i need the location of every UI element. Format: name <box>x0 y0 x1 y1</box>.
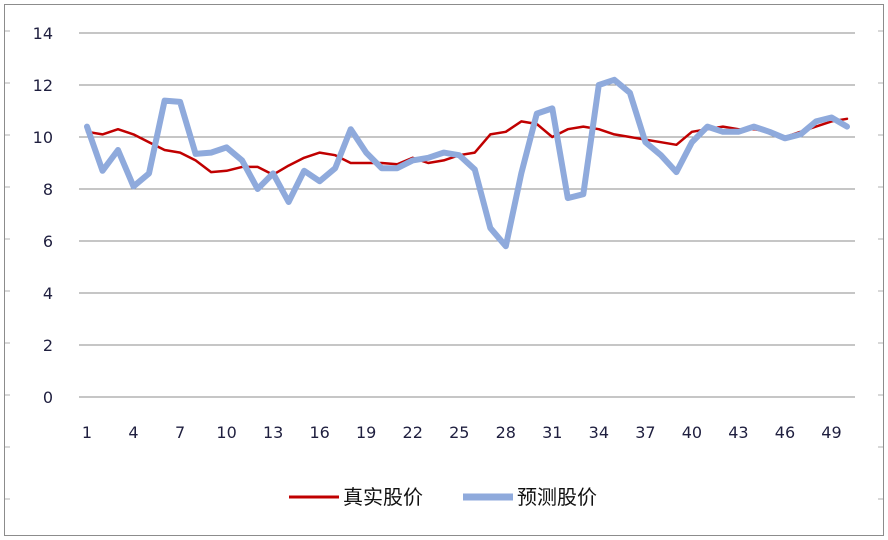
x-tick-label: 16 <box>309 423 329 442</box>
x-tick-label: 46 <box>775 423 795 442</box>
legend: 真实股价 预测股价 <box>289 485 597 509</box>
y-tick-label: 8 <box>43 180 53 199</box>
x-tick-label: 19 <box>356 423 376 442</box>
y-tick-label: 14 <box>33 24 53 43</box>
x-tick-label: 25 <box>449 423 469 442</box>
x-tick-label: 22 <box>403 423 423 442</box>
x-tick-label: 28 <box>496 423 516 442</box>
y-tick-label: 2 <box>43 336 53 355</box>
x-tick-label: 34 <box>589 423 609 442</box>
x-tick-label: 4 <box>128 423 138 442</box>
x-tick-label: 37 <box>635 423 655 442</box>
outer-border-ticks <box>5 30 883 500</box>
series-line-actual <box>85 117 849 176</box>
legend-label: 预测股价 <box>517 485 597 509</box>
y-tick-label: 10 <box>33 128 53 147</box>
y-axis-tick-labels: 0 2 4 6 8 10 12 14 <box>33 24 53 407</box>
x-tick-label: 13 <box>263 423 283 442</box>
y-tick-label: 6 <box>43 232 53 251</box>
x-tick-label: 43 <box>728 423 748 442</box>
x-tick-label: 31 <box>542 423 562 442</box>
y-tick-label: 0 <box>43 388 53 407</box>
x-axis-tick-labels: 1 4 7 10 13 16 19 22 25 28 31 34 37 40 43 46 49 <box>82 423 842 442</box>
series-lines <box>84 76 850 250</box>
chart-area: 0 2 4 6 8 10 12 14 1 4 7 10 13 16 19 22 25 28 31 34 37 40 43 4… <box>4 4 884 536</box>
x-tick-label: 10 <box>216 423 236 442</box>
legend-label: 真实股价 <box>343 485 423 509</box>
x-tick-label: 7 <box>175 423 185 442</box>
x-tick-label: 49 <box>821 423 841 442</box>
x-tick-label: 40 <box>682 423 702 442</box>
y-tick-label: 12 <box>33 76 53 95</box>
gridlines <box>79 32 855 398</box>
y-tick-label: 4 <box>43 284 53 303</box>
x-tick-label: 1 <box>82 423 92 442</box>
series-line-predicted <box>84 76 850 250</box>
